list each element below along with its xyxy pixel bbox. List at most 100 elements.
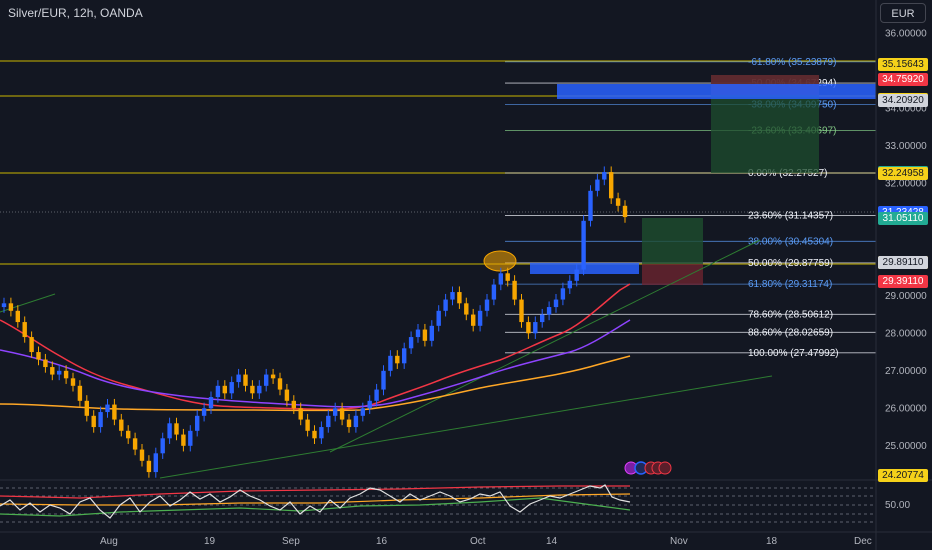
candle-body <box>367 400 372 409</box>
candle-body <box>436 310 441 326</box>
rsi-level-label: 50.00 <box>885 500 910 511</box>
candle-body <box>1 303 7 308</box>
event-icon <box>658 461 672 475</box>
candle-body <box>181 434 186 446</box>
candle-body <box>105 404 110 413</box>
candle-body <box>505 273 510 281</box>
price-axis[interactable]: 36.00000 34.00000 33.00000 32.00000 29.00000… <box>885 28 927 452</box>
candle-body <box>519 299 524 323</box>
candle-body <box>236 374 241 383</box>
candle-body <box>112 404 117 420</box>
currency-button[interactable]: EUR <box>880 3 926 23</box>
candle-body <box>270 374 276 379</box>
candle-body <box>526 322 531 334</box>
candle-body <box>8 303 14 311</box>
candle-body <box>402 348 407 364</box>
position-tool[interactable] <box>642 75 819 285</box>
candle-body <box>229 382 234 394</box>
candle-body <box>43 359 48 368</box>
fib-retracement[interactable]: -61.80% (35.23879)-50.00% (34.67294)-38.… <box>505 57 876 359</box>
target-zone <box>642 218 703 264</box>
candle-body <box>257 385 262 394</box>
time-tick-label: Oct <box>470 536 486 547</box>
candle-body <box>533 322 538 334</box>
candle-body <box>15 310 20 323</box>
candle-body <box>188 430 193 446</box>
candle-body <box>546 307 552 315</box>
candle-body <box>98 412 103 428</box>
price-tick-label: 34.00000 <box>885 103 927 114</box>
candle-body <box>126 430 131 439</box>
candle-body <box>574 269 579 281</box>
time-tick-label: 19 <box>204 536 216 547</box>
price-tick-label: 26.00000 <box>885 403 927 414</box>
candle-body <box>291 400 296 409</box>
candle-body <box>153 453 158 473</box>
candle-body <box>395 355 400 364</box>
candle-body <box>215 385 221 398</box>
fib-level-label: 38.00% (30.45304) <box>748 236 833 247</box>
candle-body <box>139 449 145 461</box>
candlesticks <box>1 166 628 478</box>
candle-body <box>91 415 96 428</box>
time-tick-label: Sep <box>282 536 300 547</box>
candle-body <box>195 415 200 431</box>
fib-level-label: 23.60% (31.14357) <box>748 210 833 221</box>
rsi-red-line <box>0 485 630 499</box>
candle-body <box>429 325 434 341</box>
price-label: 29.39110 <box>878 274 928 288</box>
time-tick-label: 14 <box>546 536 558 547</box>
time-tick-label: Nov <box>670 536 688 547</box>
candle-body <box>560 288 566 300</box>
trend-line <box>159 375 773 479</box>
fib-level-label: 78.60% (28.50612) <box>748 309 833 320</box>
ma-red-line <box>0 283 631 411</box>
time-tick-label: Aug <box>100 536 118 547</box>
candle-body <box>312 430 317 439</box>
price-tick-label: 36.00000 <box>885 28 927 39</box>
candle-body <box>450 292 455 300</box>
symbol-title[interactable]: Silver/EUR, 12h, OANDA <box>8 6 143 20</box>
time-axis[interactable]: Aug 19 Sep 16 Oct 14 Nov 18 Dec <box>100 536 872 547</box>
price-label: 34.75920 <box>878 73 928 87</box>
candle-body <box>339 408 345 420</box>
price-label: 34.20920 <box>878 93 928 107</box>
fib-level-label: -61.80% (35.23879) <box>748 57 836 68</box>
candle-body <box>443 299 448 311</box>
candle-body <box>602 172 607 180</box>
candle-body <box>201 408 207 416</box>
candle-body <box>333 408 338 416</box>
candle-body <box>471 314 476 326</box>
candle-body <box>167 423 172 439</box>
candle-body <box>567 280 572 289</box>
candle-body <box>284 389 290 401</box>
candle-body <box>422 329 428 341</box>
fib-level-label: 0.00% (32.27527) <box>748 168 828 179</box>
fib-level-label: 100.00% (27.47992) <box>748 348 839 359</box>
candle-body <box>374 389 379 401</box>
candle-body <box>498 273 503 285</box>
price-label: 31.05110 <box>878 212 928 226</box>
stop-zone <box>642 264 703 285</box>
price-tick-label: 28.00000 <box>885 328 927 339</box>
candle-body <box>477 310 483 326</box>
candle-body <box>491 284 497 300</box>
candle-body <box>615 198 621 206</box>
candle-body <box>70 378 76 386</box>
candle-body <box>57 370 62 375</box>
indicator-icons[interactable] <box>624 461 672 475</box>
candle-body <box>29 337 34 353</box>
candle-body <box>208 397 214 409</box>
candle-body <box>360 408 365 416</box>
moving-averages-layer <box>0 283 631 412</box>
ma-purple-line <box>0 319 631 408</box>
rsi-panel[interactable] <box>0 479 932 523</box>
trend-line <box>329 239 761 453</box>
candle-body <box>408 337 414 349</box>
ma-orange-line <box>0 355 631 412</box>
candle-body <box>63 370 69 379</box>
candle-body <box>319 427 324 439</box>
candle-body <box>588 190 593 221</box>
resistance-zone <box>557 84 876 99</box>
